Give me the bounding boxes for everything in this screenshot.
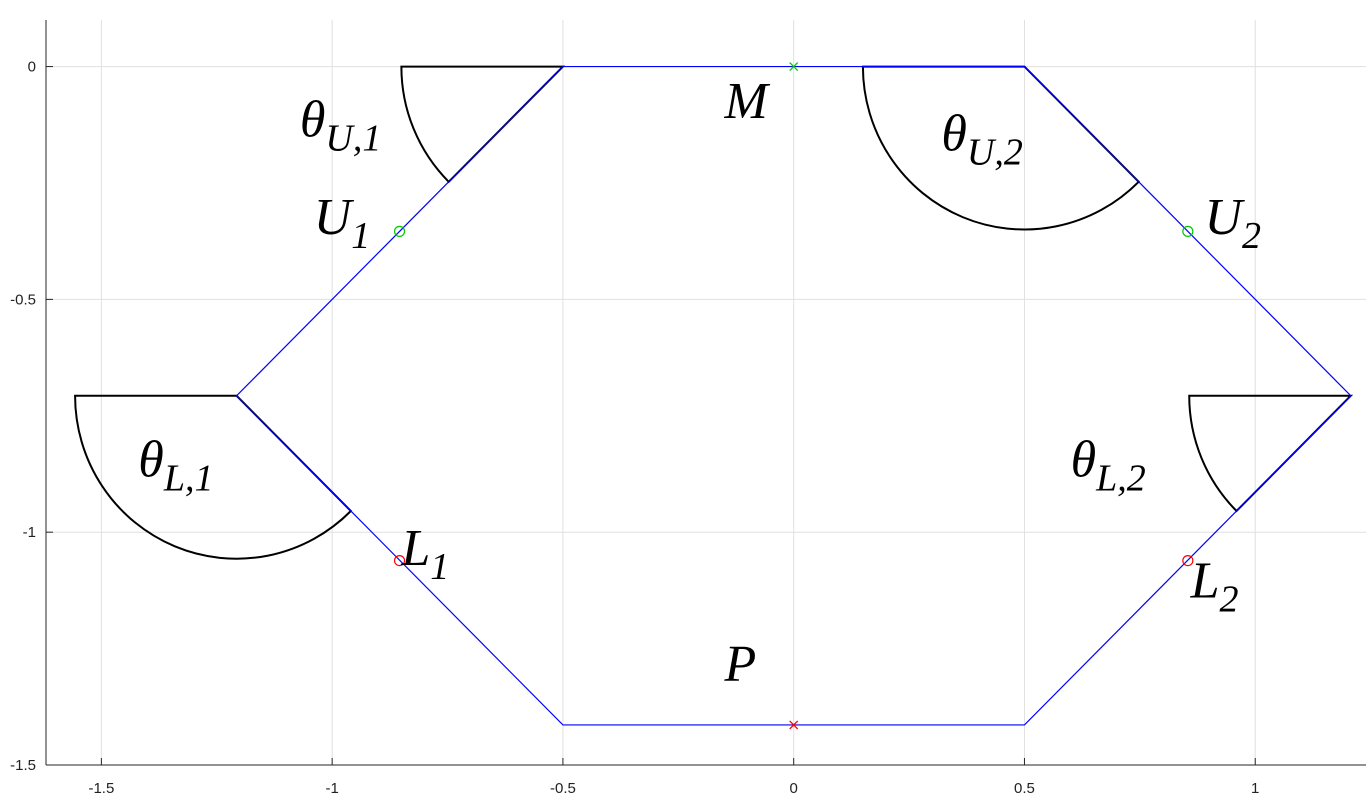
angle-arc-thetaL2: [1188, 394, 1354, 513]
x-tick-label-3: 0: [790, 780, 798, 797]
y-tick-label-0: 0: [28, 59, 36, 76]
outline-series: [235, 65, 1352, 726]
marker-P: [789, 720, 799, 730]
annotation-thetaU2: θU,2: [941, 105, 1023, 173]
y-tick-label-2: -1: [23, 524, 36, 541]
point-markers: [393, 62, 1194, 730]
annotation-U1: U1: [314, 189, 371, 257]
x-tick-label-1: -1: [325, 780, 338, 797]
x-tick-label-5: 1: [1251, 780, 1259, 797]
angle-arcs: [74, 65, 1354, 560]
y-tick-label-1: -0.5: [10, 291, 36, 308]
annotation-P: P: [723, 636, 756, 693]
x-tick-label-0: -1.5: [88, 780, 114, 797]
axes-background: [46, 20, 1366, 765]
annotation-thetaU1: θU,1: [300, 91, 382, 159]
angle-arc-thetaU1: [400, 65, 566, 184]
angle-arc-thetaL1: [74, 394, 353, 560]
marker-L1: [393, 554, 406, 567]
outline-line-0: [235, 65, 1352, 726]
x-tick-label-4: 0.5: [1014, 780, 1035, 797]
tick-labels: -1.5 -1 -0.5 0 0.5 1 0 -0.5 -1 -1.5: [10, 59, 1259, 797]
marker-U1: [393, 225, 406, 237]
x-tick-label-2: -0.5: [550, 780, 576, 797]
point-annotations: M P U1 U2 L1 L2 θU,1 θU,2 θL,1 θL,2: [138, 73, 1261, 693]
y-tick-label-3: -1.5: [10, 757, 36, 774]
annotation-U2: U2: [1204, 189, 1261, 257]
marker-L2: [1182, 554, 1194, 567]
marker-U2: [1182, 225, 1194, 237]
annotation-L1: L1: [400, 520, 449, 588]
annotation-M: M: [723, 73, 770, 130]
annotation-thetaL1: θL,1: [138, 431, 213, 499]
annotation-L2: L2: [1190, 552, 1239, 620]
angle-arc-thetaU2: [861, 65, 1141, 231]
axes-box: [45, 20, 1366, 766]
annotation-thetaL2: θL,2: [1071, 431, 1146, 499]
marker-M: [789, 62, 799, 72]
